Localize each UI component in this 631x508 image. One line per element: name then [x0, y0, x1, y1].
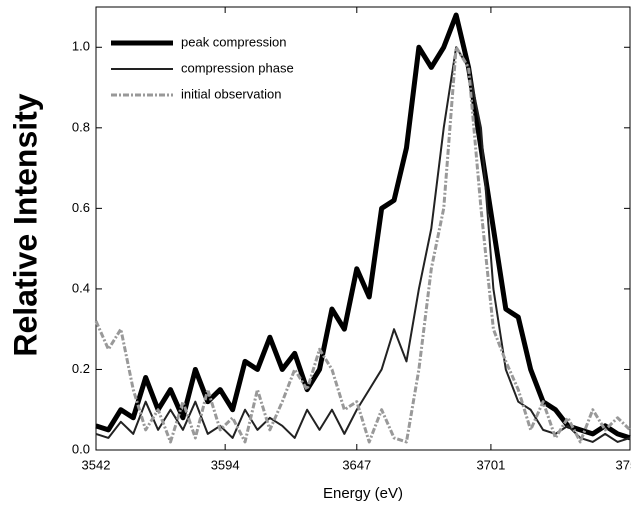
legend-label: initial observation [181, 86, 281, 101]
y-tick-label: 0.4 [72, 280, 90, 295]
series-line [95, 12, 631, 441]
y-tick-label: 0.6 [72, 200, 90, 215]
legend-label: peak compression [181, 34, 287, 49]
x-axis-label: Energy (eV) [323, 485, 403, 502]
series-line [95, 46, 631, 443]
y-tick-label: 0.8 [72, 119, 90, 134]
x-tick-label: 3594 [211, 457, 240, 472]
y-tick-label: 0.0 [72, 441, 90, 456]
legend-label: compression phase [181, 60, 294, 75]
y-tick-label: 0.2 [72, 361, 90, 376]
x-tick-label: 3542 [82, 457, 111, 472]
x-tick-label: 3647 [342, 457, 371, 472]
x-tick-label: 3701 [476, 457, 505, 472]
x-tick-label: 3757 [616, 457, 631, 472]
plot-frame [95, 6, 631, 451]
y-tick-label: 1.0 [72, 39, 90, 54]
y-axis-label: Relative Intensity [7, 93, 43, 356]
series-line [94, 45, 631, 444]
